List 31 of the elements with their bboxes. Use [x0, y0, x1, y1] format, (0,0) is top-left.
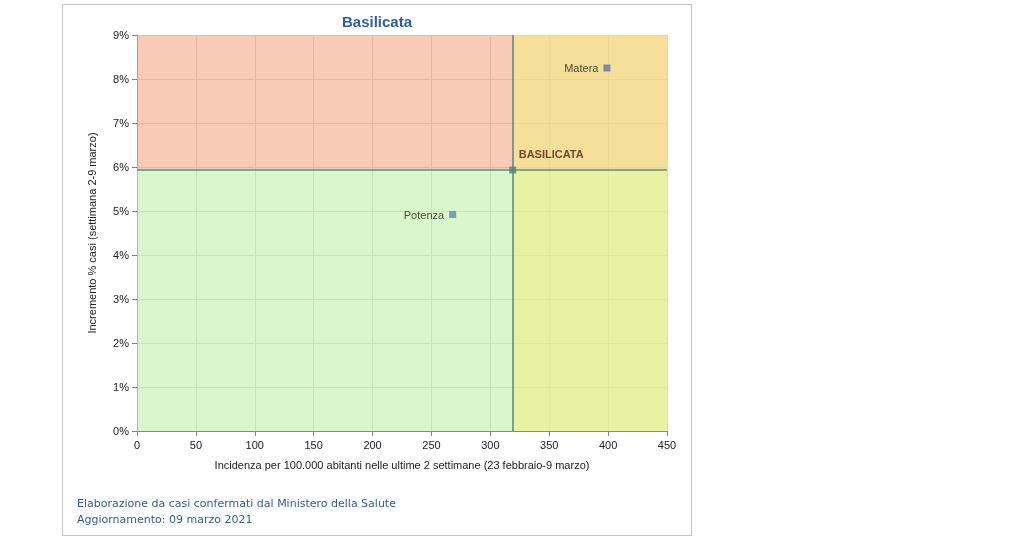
series-label: Potenza: [403, 208, 446, 221]
series-label: BASILICATA: [518, 148, 584, 161]
x-tick-label: 50: [189, 438, 203, 451]
y-tick-label: 4%: [113, 249, 130, 261]
x-tick-label: 400: [598, 438, 618, 451]
text: Elaborazione da casi confermati dal Ministero della Salute: [77, 497, 396, 510]
x-tick-label: 200: [363, 438, 382, 451]
y-tick-label: 5%: [113, 205, 130, 217]
y-tick-label: 9%: [113, 29, 130, 41]
y-tick-label: 8%: [113, 73, 130, 85]
x-tick-label: 100: [245, 438, 264, 451]
y-tick-label: 7%: [113, 117, 130, 129]
y-tick-label: 6%: [113, 161, 130, 173]
y-tick-label: 0%: [113, 425, 130, 437]
point: [449, 211, 457, 219]
y-tick-label: 1%: [113, 381, 130, 393]
point: [509, 166, 517, 174]
point: [603, 64, 611, 72]
x-tick-label: 450: [657, 438, 677, 451]
y-tick-label: 3%: [113, 293, 130, 305]
y-axis-title: Incremento % casi (settimana 2-9 marzo): [85, 132, 98, 334]
series-label: Matera: [564, 62, 600, 74]
y-tick-label: 2%: [113, 337, 130, 349]
x-tick-label: 150: [304, 438, 323, 451]
chart-title: Basilicata: [341, 13, 413, 30]
x-tick-label: 250: [422, 438, 441, 451]
x-tick-label: 350: [540, 438, 559, 451]
x-tick-label: 0: [133, 438, 141, 451]
x-axis-title: Incidenza per 100.000 abitanti nelle ultime 2 settimane (23 febbraio-9 marzo): [214, 458, 590, 471]
text: Aggiornamento: 09 marzo 2021: [77, 513, 253, 526]
x-tick-label: 300: [481, 438, 500, 451]
